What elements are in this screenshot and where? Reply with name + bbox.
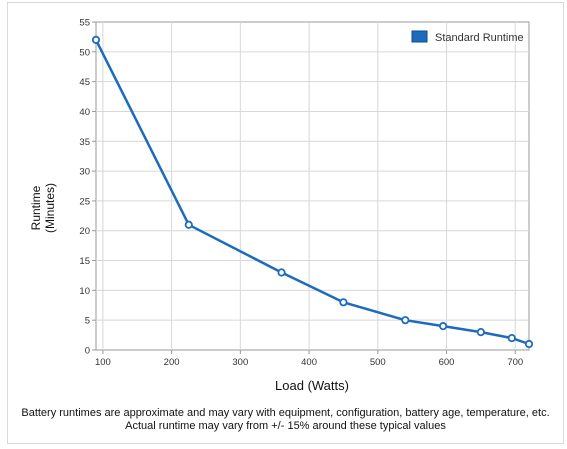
plot-area bbox=[95, 21, 530, 351]
legend-swatch bbox=[411, 30, 428, 43]
series-layer bbox=[91, 35, 534, 349]
y-axis-title: Runtime (Minutes) bbox=[29, 183, 57, 233]
x-tick-label: 300 bbox=[232, 357, 248, 368]
y-tick-label: 50 bbox=[79, 47, 90, 58]
chart-caption: Battery runtimes are approximate and may… bbox=[7, 407, 564, 433]
legend: Standard Runtime bbox=[411, 30, 524, 44]
data-point bbox=[438, 322, 448, 331]
data-point bbox=[91, 35, 101, 44]
data-point bbox=[277, 268, 286, 277]
data-point bbox=[339, 298, 348, 307]
y-tick-label: 35 bbox=[79, 137, 90, 148]
data-point bbox=[184, 220, 193, 229]
caption-line-1: Battery runtimes are approximate and may… bbox=[21, 407, 550, 419]
legend-label: Standard Runtime bbox=[435, 32, 524, 44]
y-tick-label: 10 bbox=[79, 286, 90, 297]
grid bbox=[96, 22, 529, 350]
y-tick-label: 55 bbox=[79, 18, 90, 29]
x-axis-ticks: 100 200 300 400 500 600 700 bbox=[95, 350, 523, 368]
y-axis-title-line1: Runtime bbox=[29, 185, 43, 230]
x-tick-label: 500 bbox=[370, 357, 386, 368]
y-tick-label: 30 bbox=[79, 167, 90, 178]
x-axis-title: Load (Watts) bbox=[275, 378, 349, 393]
y-tick-label: 5 bbox=[85, 316, 90, 327]
y-tick-label: 0 bbox=[85, 346, 90, 357]
data-point bbox=[401, 316, 410, 325]
data-point bbox=[476, 328, 485, 337]
data-point bbox=[507, 333, 516, 343]
x-tick-label: 200 bbox=[164, 357, 180, 368]
y-axis-ticks: 0 5 10 15 20 25 30 35 40 45 50 55 bbox=[79, 18, 96, 357]
y-tick-label: 25 bbox=[79, 196, 90, 207]
y-tick-label: 20 bbox=[79, 226, 90, 237]
x-tick-label: 400 bbox=[301, 357, 317, 368]
caption-line-2: Actual runtime may vary from +/- 15% aro… bbox=[125, 420, 446, 432]
y-tick-label: 45 bbox=[79, 77, 90, 88]
y-tick-label: 40 bbox=[79, 107, 90, 118]
y-axis-title-line2: (Minutes) bbox=[43, 183, 57, 233]
data-point bbox=[524, 339, 534, 349]
y-tick-label: 15 bbox=[79, 256, 90, 267]
x-tick-label: 100 bbox=[95, 357, 111, 368]
x-tick-label: 700 bbox=[507, 357, 523, 368]
x-tick-label: 600 bbox=[439, 357, 455, 368]
